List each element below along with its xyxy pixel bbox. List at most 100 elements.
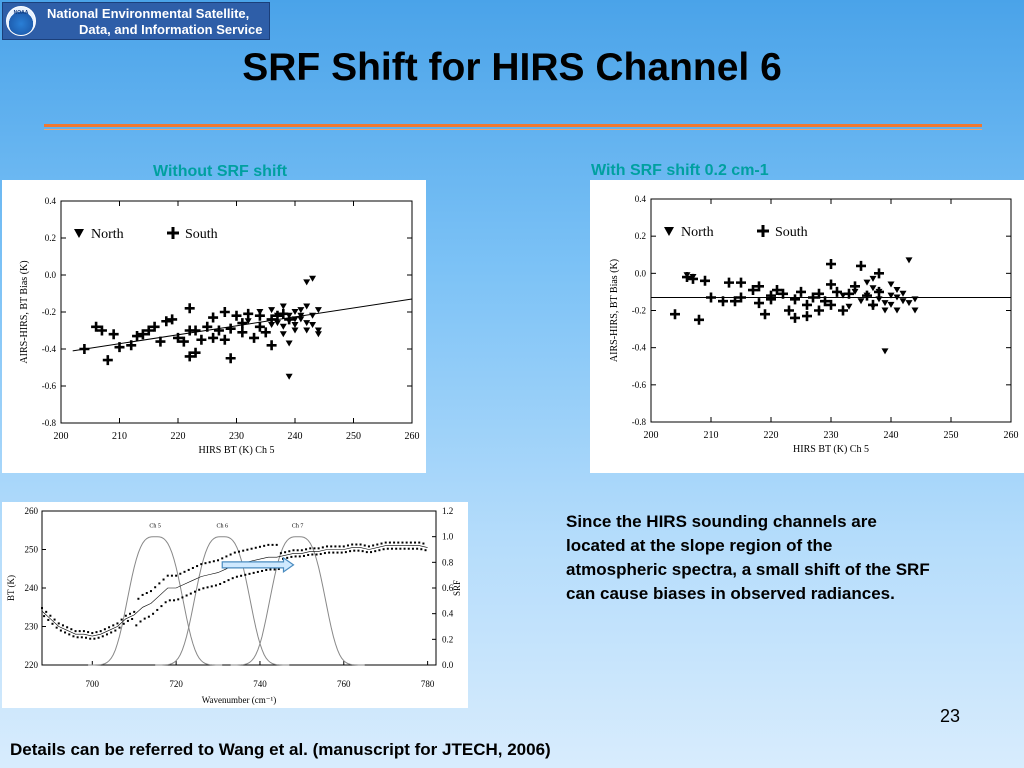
spectrum-point [300, 549, 303, 552]
spectrum-point [70, 628, 73, 631]
north-point [303, 320, 311, 327]
x-tick-label: 250 [346, 431, 361, 442]
spectrum-point [284, 551, 287, 554]
spectrum-point [212, 560, 215, 563]
spectrum-point [154, 586, 157, 589]
south-point [167, 314, 178, 325]
north-point [303, 279, 311, 286]
north-point [911, 296, 919, 303]
north-point [314, 327, 322, 334]
y2-tick-label: 0.4 [442, 609, 454, 619]
y-tick-label: -0.4 [632, 343, 647, 353]
x-tick-label: 220 [764, 430, 779, 441]
y-tick-label: -0.6 [632, 380, 647, 390]
spectrum-point [307, 553, 310, 556]
south-point [213, 325, 224, 336]
spectrum-point [315, 553, 318, 556]
spectrum-point [411, 547, 414, 550]
spectrum-point [252, 571, 255, 574]
spectrum-point [321, 546, 324, 549]
y-tick-label: -0.6 [42, 381, 57, 391]
north-point [887, 292, 895, 299]
y-tick-label: 250 [25, 545, 39, 555]
spectrum-point [405, 541, 408, 544]
spectrum-srf-plot: 700 720 740 760 780 260 250 240 230 220 1.2 1.0 0.8 0… [2, 502, 468, 708]
spectrum-point [244, 573, 247, 576]
south-point [820, 296, 830, 307]
south-point [79, 344, 90, 354]
spectrum-point [181, 596, 184, 599]
south-point [108, 329, 119, 340]
north-point [268, 307, 276, 314]
spectrum-point [131, 617, 134, 620]
y-tick-label: -0.2 [42, 307, 56, 317]
spectrum-point [122, 622, 125, 625]
spectrum-point [225, 555, 228, 558]
spectrum-point [162, 578, 165, 581]
srf-channel-label: Ch 5 [149, 524, 161, 530]
north-point [869, 285, 877, 292]
spectrum-point [298, 555, 301, 558]
spectrum-point [143, 617, 146, 620]
spectrum-point [386, 547, 389, 550]
noaa-banner: NOAA National Environmental Satellite, D… [2, 2, 270, 40]
spectrum-point [66, 626, 69, 629]
spectrum-point [208, 561, 211, 564]
srf-curve [230, 536, 365, 666]
x-tick-label: 200 [644, 430, 659, 441]
north-point [905, 300, 913, 307]
spectrum-point [126, 619, 129, 622]
y-axis-label: AIRS-HIRS, BT Bias (K) [19, 260, 30, 363]
spectrum-point [286, 556, 289, 559]
spectrum-point [196, 565, 199, 568]
plot-frame [41, 510, 437, 666]
spectrum-point [183, 570, 186, 573]
south-point [102, 355, 113, 366]
spectrum-point [112, 624, 115, 627]
spectrum-point [59, 629, 62, 632]
spectrum-point [204, 562, 207, 565]
spectrum-point [403, 547, 406, 550]
spectrum-point [342, 545, 345, 548]
spectrum-point [89, 637, 92, 640]
north-point [291, 316, 299, 323]
srf-curve [155, 536, 290, 666]
legend-marker-south [167, 227, 179, 239]
spectrum-point [380, 542, 383, 545]
north-point [887, 281, 895, 288]
spectrum-point [231, 577, 234, 580]
south-point [114, 342, 125, 353]
spectrum-point [399, 547, 402, 550]
north-point [291, 309, 299, 315]
spectrum-point [275, 543, 278, 546]
north-point [309, 275, 317, 282]
south-point [832, 286, 842, 297]
y-tick-label: 0.0 [45, 270, 57, 280]
spectrum-point [346, 544, 349, 547]
spectrum-point [156, 608, 159, 611]
south-point [718, 296, 728, 307]
spectrum-point [340, 551, 343, 554]
spectrum-point [74, 630, 77, 633]
spectrum-point [64, 631, 67, 634]
x-tick-label: 760 [337, 679, 351, 689]
south-point [243, 308, 254, 319]
right-scatter-plot: 200 210 220 230 240 250 260 0.4 0.2 0.0 -0.2 -0.4 -0… [590, 180, 1024, 473]
north-point [273, 320, 281, 327]
south-point [850, 281, 860, 292]
north-point [869, 275, 877, 282]
right-scatter-svg: 200 210 220 230 240 250 260 0.4 0.2 0.0 -0.2 -0.4 -0… [609, 194, 1019, 455]
left-plot-title: Without SRF shift [153, 163, 288, 180]
spectrum-point [317, 547, 320, 550]
south-point [149, 321, 160, 332]
spectrum-point [393, 541, 396, 544]
y2-tick-label: 0.8 [442, 557, 454, 567]
spectrum-point [221, 557, 224, 560]
spectrum-point [95, 631, 98, 634]
south-point [706, 292, 716, 303]
south-point [838, 305, 848, 316]
south-point [208, 312, 219, 323]
spectrum-point [319, 553, 322, 556]
spectrum-point [141, 593, 144, 596]
spectrum-point [118, 626, 121, 629]
